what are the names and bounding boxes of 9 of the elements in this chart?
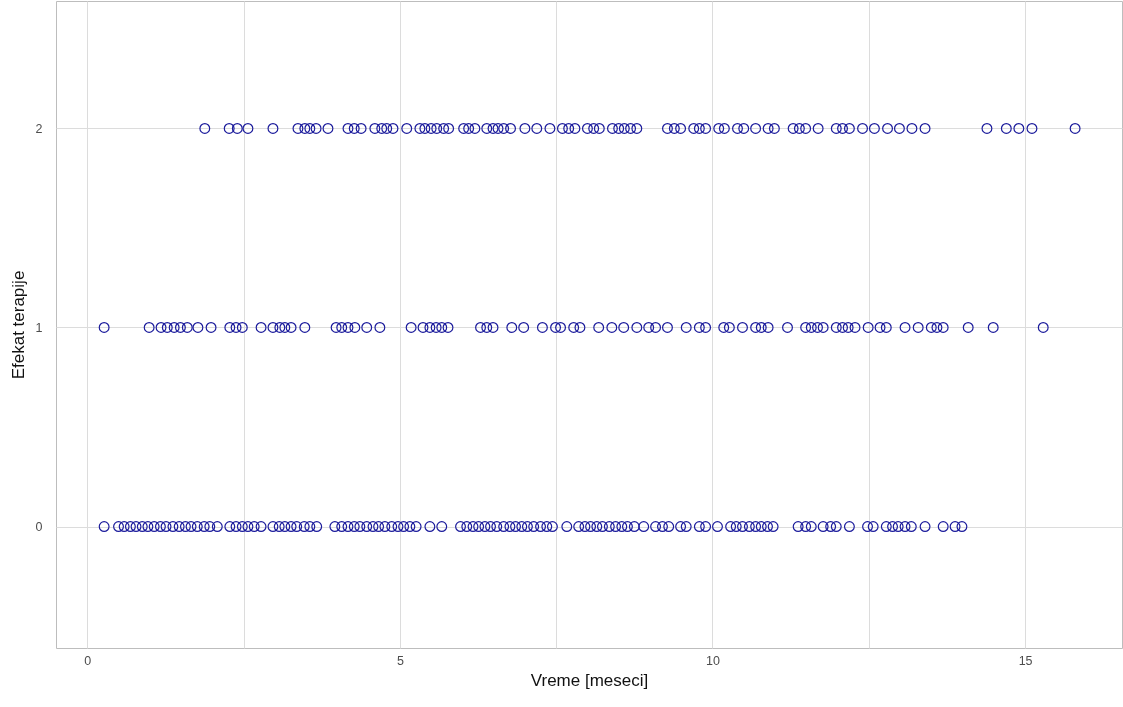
y-tick-label: 0 [35, 520, 43, 535]
y-tick-label: 2 [35, 121, 43, 136]
x-axis-title: Vreme [meseci] [530, 671, 649, 690]
x-tick-label: 10 [706, 653, 720, 668]
x-tick-label: 5 [396, 653, 404, 668]
x-tick-label: 15 [1018, 653, 1033, 668]
x-tick-label: 0 [84, 653, 92, 668]
y-tick-label: 1 [35, 320, 43, 335]
y-axis-title: Efekat terapije [8, 270, 28, 380]
